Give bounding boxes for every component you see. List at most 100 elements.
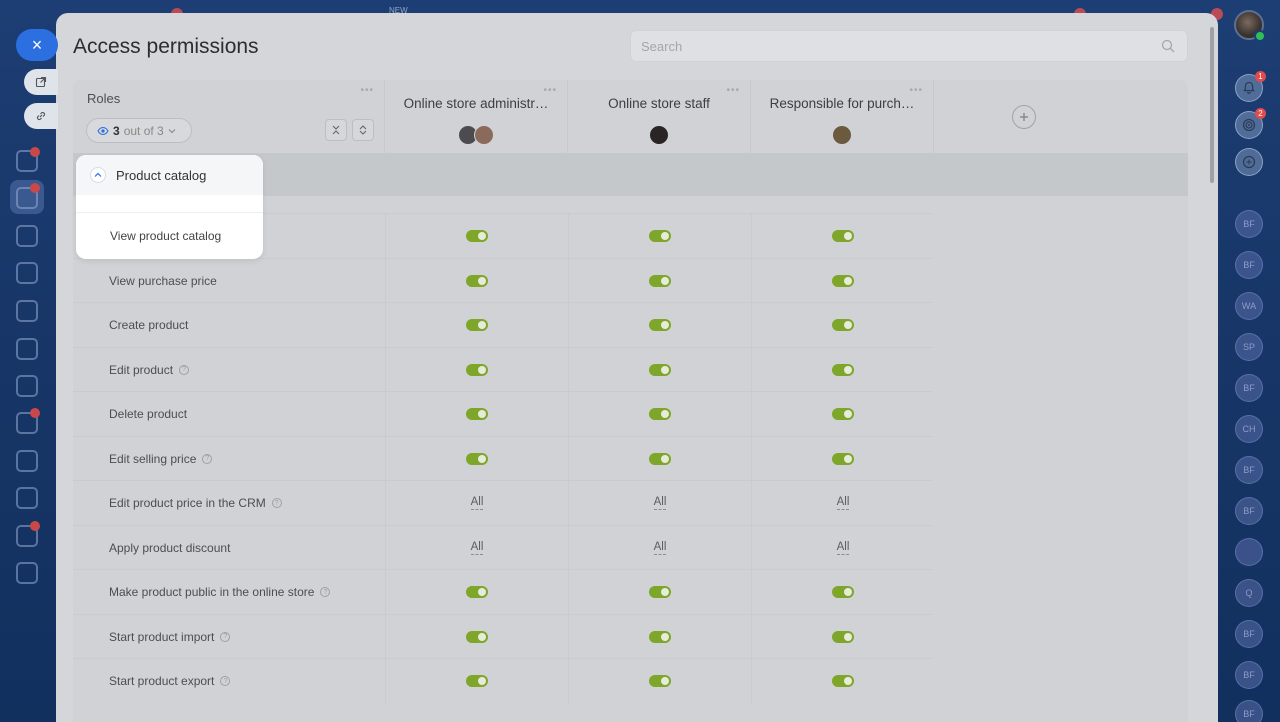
permission-toggle[interactable] (832, 630, 854, 643)
access-level-select[interactable]: All (470, 496, 484, 510)
filter-total: out of 3 (123, 123, 164, 138)
activity-button[interactable]: 2 (1235, 108, 1266, 139)
permission-cell (568, 659, 751, 703)
contact-avatar[interactable]: WA (1235, 292, 1263, 320)
help-icon[interactable]: ? (220, 631, 231, 642)
permission-toggle[interactable] (466, 630, 488, 643)
access-level-select[interactable]: All (470, 540, 484, 555)
contact-avatar[interactable]: BF (1235, 374, 1263, 402)
avatar[interactable] (649, 125, 669, 145)
permission-toggle[interactable] (649, 452, 671, 465)
more-icon[interactable]: ••• (726, 85, 740, 96)
contact-avatar[interactable]: Q (1235, 579, 1263, 607)
user-avatar[interactable] (1234, 10, 1266, 42)
collapse-all-button[interactable] (325, 119, 347, 141)
notifications-button[interactable]: 1 (1235, 71, 1266, 102)
permission-toggle[interactable] (832, 452, 854, 465)
search-input[interactable] (631, 31, 1187, 61)
contact-avatar[interactable] (1235, 538, 1263, 566)
more-icon[interactable]: ••• (543, 85, 557, 96)
filter-icon[interactable] (16, 187, 38, 209)
cart-icon[interactable] (16, 338, 38, 360)
contact-avatar[interactable]: BF (1235, 456, 1263, 484)
permission-cell (385, 614, 568, 659)
target-icon[interactable] (16, 300, 38, 322)
avatar[interactable] (832, 125, 852, 145)
permission-toggle[interactable] (649, 675, 671, 687)
contact-avatar[interactable]: BF (1235, 497, 1263, 525)
add-role-button[interactable] (1012, 105, 1036, 129)
permission-toggle[interactable] (649, 319, 671, 331)
access-level-select[interactable]: All (836, 540, 850, 555)
permission-toggle[interactable] (649, 586, 671, 598)
sign-icon[interactable] (16, 450, 38, 472)
permission-toggle[interactable] (832, 408, 854, 420)
messenger-button[interactable] (1235, 148, 1263, 176)
contact-avatar[interactable]: SP (1235, 333, 1263, 361)
analytics-icon[interactable] (16, 487, 38, 509)
access-level-select[interactable]: All (653, 496, 667, 510)
permission-toggle[interactable] (832, 274, 854, 287)
permission-toggle[interactable] (466, 408, 488, 420)
permission-label-cell: Make product public in the online store? (109, 570, 331, 614)
calendar-icon[interactable] (16, 225, 38, 247)
permission-toggle[interactable] (832, 230, 854, 242)
help-icon[interactable]: ? (320, 587, 331, 597)
permission-toggle[interactable] (832, 586, 854, 598)
help-icon[interactable]: ? (220, 676, 231, 686)
permission-cell (751, 303, 934, 347)
permission-toggle[interactable] (466, 274, 488, 287)
permission-cell (568, 258, 751, 303)
close-button[interactable]: × (16, 29, 58, 61)
permission-toggle[interactable] (649, 230, 671, 242)
permission-toggle[interactable] (466, 319, 488, 331)
permission-toggle[interactable] (466, 452, 488, 465)
permission-cell (568, 436, 751, 481)
permission-toggle[interactable] (466, 230, 488, 242)
open-new-window-button[interactable] (24, 69, 58, 95)
tasks-icon[interactable] (16, 412, 38, 434)
help-icon[interactable]: ? (271, 498, 282, 508)
permission-toggle[interactable] (649, 274, 671, 287)
permission-toggle[interactable] (466, 586, 488, 598)
role-column-header[interactable]: ••• Online store administr… (385, 80, 568, 153)
access-level-select[interactable]: All (653, 540, 667, 555)
more-icon[interactable]: ••• (360, 85, 374, 96)
collapse-section-button[interactable] (90, 167, 106, 183)
permission-toggle[interactable] (649, 408, 671, 420)
link-icon (36, 111, 46, 121)
help-icon[interactable]: ? (202, 453, 213, 464)
permission-toggle[interactable] (466, 675, 488, 687)
permission-row: Edit product price in the CRM? All All All (73, 480, 933, 525)
role-filter-dropdown[interactable]: 3 out of 3 (86, 118, 192, 143)
inventory-icon[interactable] (16, 525, 38, 547)
contact-avatar[interactable]: BF (1235, 700, 1263, 722)
new-label: NEW (389, 6, 408, 15)
drive-icon[interactable] (16, 262, 38, 284)
section-header[interactable]: Product catalog (76, 155, 263, 195)
contact-avatar[interactable]: BF (1235, 620, 1263, 648)
contact-avatar[interactable]: BF (1235, 210, 1263, 238)
permission-toggle[interactable] (649, 363, 671, 376)
permission-toggle[interactable] (466, 363, 488, 376)
permission-toggle[interactable] (832, 675, 854, 687)
settings-icon[interactable] (16, 562, 38, 584)
more-icon[interactable]: ••• (909, 85, 923, 96)
permission-toggle[interactable] (649, 630, 671, 643)
notification-badge: 1 (1255, 71, 1266, 82)
permission-toggle[interactable] (832, 363, 854, 376)
role-column-header[interactable]: ••• Online store staff (568, 80, 751, 153)
contact-avatar[interactable]: BF (1235, 661, 1263, 689)
contact-center-icon[interactable] (16, 375, 38, 397)
expand-all-button[interactable] (352, 119, 374, 141)
help-icon[interactable]: ? (179, 364, 190, 375)
scrollbar[interactable] (1210, 27, 1214, 183)
copy-link-button[interactable] (24, 103, 58, 129)
avatar[interactable] (474, 125, 494, 145)
access-level-select[interactable]: All (836, 496, 850, 510)
chat-icon[interactable] (16, 150, 38, 172)
role-column-header[interactable]: ••• Responsible for purch… (751, 80, 934, 153)
contact-avatar[interactable]: CH (1235, 415, 1263, 443)
contact-avatar[interactable]: BF (1235, 251, 1263, 279)
permission-toggle[interactable] (832, 319, 854, 331)
